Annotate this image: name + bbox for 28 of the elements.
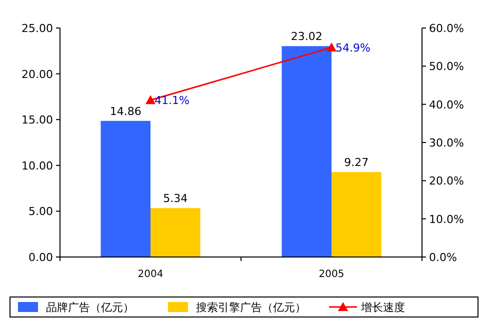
y2-tick-label: 10.0% — [429, 212, 464, 226]
y2-tick-label: 30.0% — [429, 136, 464, 150]
data-label: 5.34 — [163, 192, 188, 206]
x-tick-label: 2005 — [318, 269, 344, 280]
data-label: 54.9% — [336, 41, 370, 54]
y2-tick-label: 50.0% — [429, 60, 464, 74]
y2-tick-label: 0.0% — [429, 251, 457, 264]
y-tick-label: 15.00 — [22, 114, 53, 127]
data-label: 9.27 — [344, 156, 369, 170]
y2-tick-label: 20.0% — [429, 174, 464, 188]
bar — [332, 172, 382, 257]
bar — [100, 120, 150, 257]
bar — [282, 46, 332, 257]
y-tick-label: 20.00 — [22, 68, 53, 81]
data-label: 41.1% — [154, 94, 190, 108]
data-label: 14.86 — [110, 104, 142, 118]
y2-tick-label: 40.0% — [429, 98, 464, 112]
legend-label: 增长速度 — [360, 301, 405, 314]
y-tick-label: 0.00 — [28, 251, 53, 264]
y-tick-label: 10.00 — [22, 159, 53, 172]
legend-label: 搜索引擎广告（亿元） — [196, 301, 306, 314]
y2-tick-label: 60.0% — [429, 22, 464, 35]
y-tick-label: 5.00 — [28, 205, 53, 218]
data-label: 23.02 — [290, 30, 322, 44]
x-tick-label: 2004 — [138, 269, 164, 280]
y-tick-label: 25.00 — [22, 22, 53, 35]
legend-label: 品牌广告（亿元） — [46, 301, 134, 314]
bar — [150, 208, 200, 257]
